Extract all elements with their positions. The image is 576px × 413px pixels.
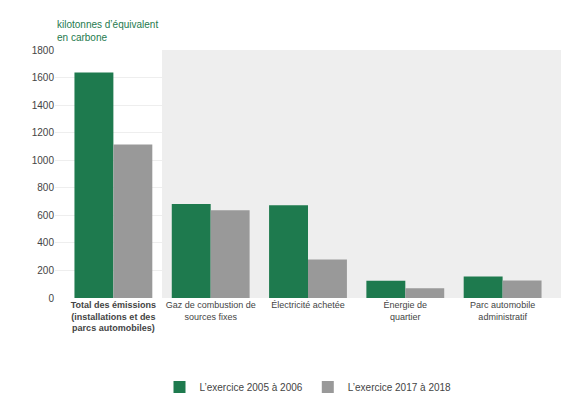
svg-text:0: 0 xyxy=(48,293,54,304)
svg-text:1200: 1200 xyxy=(32,127,55,138)
svg-text:Gaz de combustion desources fi: Gaz de combustion desources fixes xyxy=(166,300,256,322)
svg-text:1000: 1000 xyxy=(32,155,55,166)
svg-text:Électricité achetée: Électricité achetée xyxy=(271,300,345,310)
svg-text:1400: 1400 xyxy=(32,100,55,111)
svg-text:Parc automobileadministratif: Parc automobileadministratif xyxy=(470,300,535,322)
svg-text:200: 200 xyxy=(37,265,54,276)
svg-text:400: 400 xyxy=(37,237,54,248)
svg-text:1800: 1800 xyxy=(32,45,55,56)
svg-text:L’exercice 2005 à 2006: L’exercice 2005 à 2006 xyxy=(200,382,303,393)
svg-text:kilotonnes d’équivalenten carb: kilotonnes d’équivalenten carbone xyxy=(57,19,158,43)
svg-text:Énergie dequartier: Énergie dequartier xyxy=(384,300,428,322)
svg-text:1600: 1600 xyxy=(32,72,55,83)
svg-text:600: 600 xyxy=(37,210,54,221)
svg-text:800: 800 xyxy=(37,182,54,193)
svg-text:L’exercice 2017 à 2018: L’exercice 2017 à 2018 xyxy=(348,382,451,393)
svg-text:Total des émissions(installati: Total des émissions(installations et des… xyxy=(71,300,156,333)
